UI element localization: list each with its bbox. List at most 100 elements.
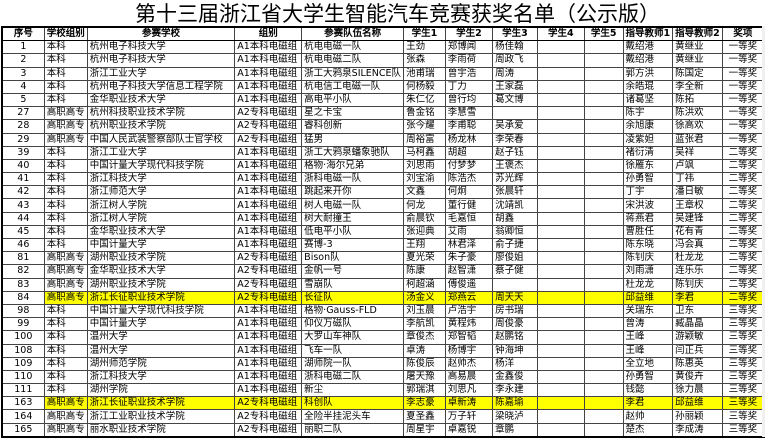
cell-category[interactable]: A2专科电磁组 bbox=[234, 290, 303, 305]
cell-student-2[interactable]: 赵帅杰 bbox=[444, 356, 494, 371]
cell-index[interactable]: 5 bbox=[1, 92, 45, 108]
cell-student-4[interactable] bbox=[536, 119, 585, 134]
cell-category[interactable]: A2专科电磁组 bbox=[234, 132, 303, 147]
cell-advisor-2[interactable]: 陈洪欢 bbox=[672, 106, 723, 121]
cell-student-5[interactable] bbox=[583, 79, 624, 94]
cell-school[interactable]: 中国计量大学 bbox=[86, 317, 236, 332]
cell-team-name[interactable]: 科创队 bbox=[301, 396, 405, 411]
cell-advisor-2[interactable]: 黄继业 bbox=[672, 53, 723, 68]
cell-advisor-1[interactable]: 诸葛坚 bbox=[622, 92, 674, 108]
cell-student-3[interactable]: 翁卿恒 bbox=[492, 224, 538, 240]
cell-index[interactable]: 1 bbox=[1, 40, 45, 55]
cell-school-group[interactable]: 本科 bbox=[43, 317, 88, 332]
cell-advisor-1[interactable]: 王峰 bbox=[622, 343, 674, 358]
cell-student-4[interactable] bbox=[536, 53, 585, 68]
column-header-school[interactable]: 参赛学校 bbox=[86, 26, 236, 42]
cell-advisor-1[interactable]: 褚衍清 bbox=[622, 145, 674, 160]
cell-school-group[interactable]: 高职高专 bbox=[43, 422, 88, 438]
cell-student-3[interactable]: 胡鑫 bbox=[492, 211, 538, 226]
cell-team-name[interactable]: 猛男 bbox=[301, 132, 405, 147]
cell-school[interactable]: 金华职业技术大学 bbox=[86, 224, 236, 240]
cell-school[interactable]: 中国计量大学现代科技学院 bbox=[86, 303, 236, 319]
cell-school[interactable]: 杭州电子科技大学 bbox=[86, 40, 236, 55]
cell-category[interactable]: A1本科电磁组 bbox=[234, 369, 303, 385]
cell-team-name[interactable]: 树大耐撞王 bbox=[301, 211, 405, 226]
cell-team-name[interactable]: 睿科创新 bbox=[301, 119, 405, 134]
cell-school[interactable]: 中国计量大学现代科技学院 bbox=[86, 158, 236, 174]
cell-student-2[interactable]: 郑燕云 bbox=[444, 290, 494, 305]
cell-advisor-2[interactable]: 游颖敏 bbox=[672, 330, 723, 345]
cell-advisor-1[interactable]: 钱懿 bbox=[622, 383, 674, 398]
cell-index[interactable]: 163 bbox=[1, 396, 45, 411]
cell-student-5[interactable] bbox=[583, 158, 624, 174]
cell-index[interactable]: 111 bbox=[1, 383, 45, 398]
cell-award[interactable]: 三等奖 bbox=[721, 396, 765, 411]
cell-student-4[interactable] bbox=[536, 198, 585, 213]
cell-student-5[interactable] bbox=[583, 132, 624, 147]
cell-student-1[interactable]: 刘玉晨 bbox=[403, 303, 446, 319]
cell-team-name[interactable]: 杭电电磁二队 bbox=[301, 53, 405, 68]
cell-student-2[interactable]: 赵智潇 bbox=[444, 264, 494, 279]
cell-team-name[interactable]: 树人电磁一队 bbox=[301, 198, 405, 213]
cell-student-4[interactable] bbox=[536, 396, 585, 411]
cell-student-2[interactable]: 郑智韬 bbox=[444, 330, 494, 345]
cell-student-1[interactable]: 夏光荣 bbox=[403, 251, 446, 266]
cell-school-group[interactable]: 本科 bbox=[43, 343, 88, 358]
cell-school[interactable]: 湖州职业技术学院 bbox=[86, 251, 236, 266]
cell-advisor-2[interactable]: 孙丽颖 bbox=[672, 409, 723, 424]
cell-advisor-2[interactable]: 卢飒 bbox=[672, 158, 723, 174]
cell-index[interactable]: 3 bbox=[1, 66, 45, 81]
cell-student-1[interactable]: 刘思雨 bbox=[403, 158, 446, 174]
cell-student-2[interactable]: 高易晨 bbox=[444, 369, 494, 385]
cell-school-group[interactable]: 本科 bbox=[43, 211, 88, 226]
cell-student-4[interactable] bbox=[536, 40, 585, 55]
cell-team-name[interactable]: Bison队 bbox=[301, 251, 405, 266]
cell-team-name[interactable]: 金帆一号 bbox=[301, 264, 405, 279]
cell-team-name[interactable]: 星之卡宝 bbox=[301, 106, 405, 121]
cell-student-1[interactable]: 屠天豫 bbox=[403, 369, 446, 385]
cell-school-group[interactable]: 本科 bbox=[43, 383, 88, 398]
cell-school-group[interactable]: 本科 bbox=[43, 92, 88, 108]
cell-student-5[interactable] bbox=[583, 172, 624, 187]
cell-student-4[interactable] bbox=[536, 145, 585, 160]
cell-school-group[interactable]: 高职高专 bbox=[43, 277, 88, 292]
cell-student-3[interactable]: 俞子捷 bbox=[492, 237, 538, 253]
cell-student-5[interactable] bbox=[583, 211, 624, 226]
cell-student-3[interactable]: 葛文博 bbox=[492, 92, 538, 108]
cell-advisor-1[interactable]: 徐雁东 bbox=[622, 158, 674, 174]
cell-school[interactable]: 中国计量大学 bbox=[86, 237, 236, 253]
cell-student-3[interactable]: 梁晓泸 bbox=[492, 409, 538, 424]
cell-student-3[interactable]: 廖俊姐 bbox=[492, 251, 538, 266]
cell-school-group[interactable]: 本科 bbox=[43, 53, 88, 68]
column-header-advisor-2[interactable]: 指导教师2 bbox=[672, 26, 723, 42]
cell-school-group[interactable]: 本科 bbox=[43, 185, 88, 200]
cell-student-1[interactable]: 夏圣鑫 bbox=[403, 409, 446, 424]
cell-student-5[interactable] bbox=[583, 330, 624, 345]
cell-category[interactable]: A1本科电磁组 bbox=[234, 79, 303, 94]
cell-team-name[interactable]: 新尘 bbox=[301, 383, 405, 398]
cell-school[interactable]: 浙江长征职业技术学院 bbox=[86, 290, 236, 305]
cell-award[interactable]: 三等奖 bbox=[721, 343, 765, 358]
cell-category[interactable]: A2专科电磁组 bbox=[234, 251, 303, 266]
cell-student-1[interactable]: 郭瑞淇 bbox=[403, 383, 446, 398]
cell-advisor-1[interactable]: 戴绍港 bbox=[622, 40, 674, 55]
cell-student-3[interactable]: 王褒杰 bbox=[492, 158, 538, 174]
cell-school[interactable]: 浙江树人学院 bbox=[86, 211, 236, 226]
cell-student-2[interactable]: 卓新涛 bbox=[444, 396, 494, 411]
cell-award[interactable]: 三等奖 bbox=[721, 356, 765, 371]
cell-student-2[interactable]: 曾行均 bbox=[444, 92, 494, 108]
cell-index[interactable]: 2 bbox=[1, 53, 45, 68]
cell-student-1[interactable]: 李志豪 bbox=[403, 396, 446, 411]
cell-advisor-1[interactable]: 刘雨潇 bbox=[622, 264, 674, 279]
cell-student-5[interactable] bbox=[583, 317, 624, 332]
cell-team-name[interactable]: 飞车一队 bbox=[301, 343, 405, 358]
cell-category[interactable]: A2专科电磁组 bbox=[234, 422, 303, 438]
cell-student-5[interactable] bbox=[583, 356, 624, 371]
cell-school-group[interactable]: 高职高专 bbox=[43, 106, 88, 121]
cell-school-group[interactable]: 本科 bbox=[43, 158, 88, 174]
cell-advisor-2[interactable]: 李成涛 bbox=[672, 422, 723, 438]
cell-school-group[interactable]: 本科 bbox=[43, 224, 88, 240]
cell-category[interactable]: A1本科电磁组 bbox=[234, 40, 303, 55]
cell-advisor-1[interactable]: 孙勇智 bbox=[622, 369, 674, 385]
cell-student-5[interactable] bbox=[583, 145, 624, 160]
